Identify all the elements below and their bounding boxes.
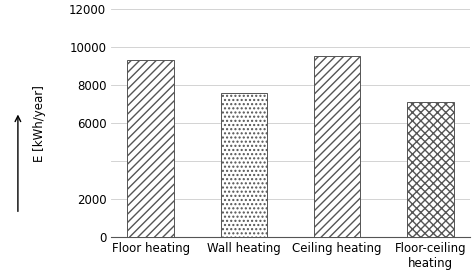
Bar	[220, 93, 267, 237]
Bar	[314, 56, 360, 237]
Bar	[128, 61, 174, 237]
Bar	[407, 102, 454, 237]
Text: E [kWh/year]: E [kWh/year]	[33, 85, 46, 161]
